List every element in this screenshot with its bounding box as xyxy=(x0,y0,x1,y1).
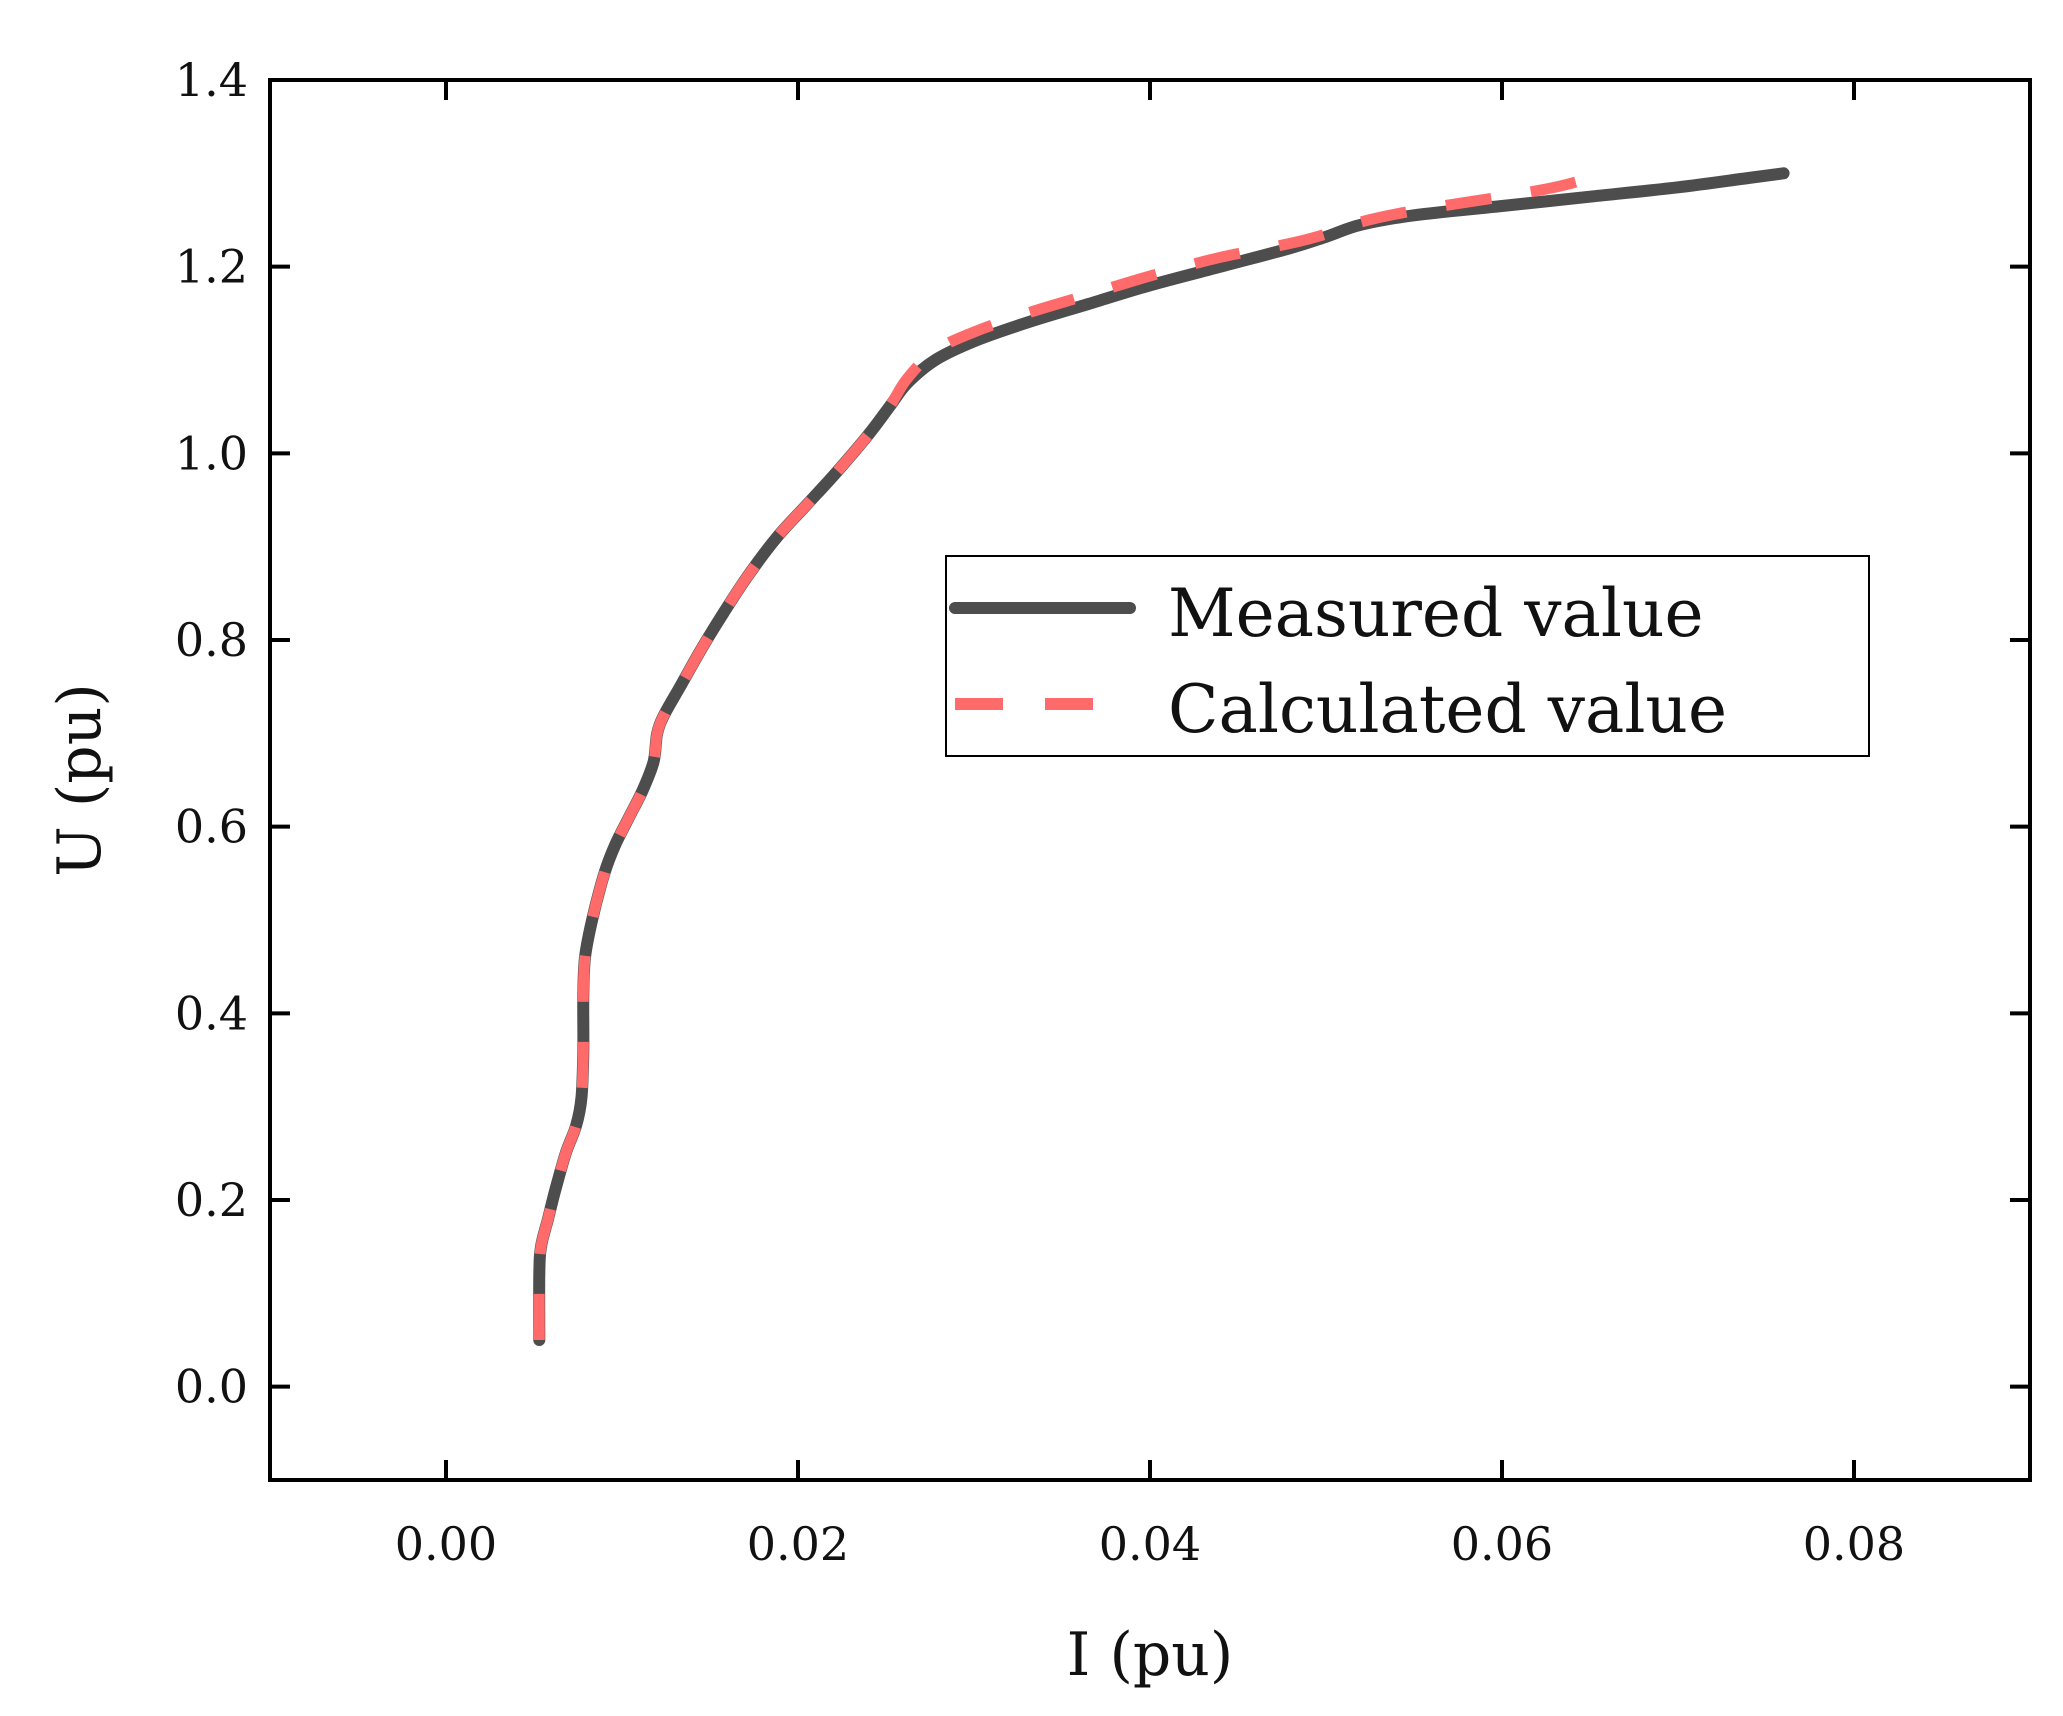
x-tick-label: 0.00 xyxy=(395,1517,497,1571)
x-tick-label: 0.08 xyxy=(1803,1517,1905,1571)
x-tick-label: 0.04 xyxy=(1099,1517,1201,1571)
x-tick-label: 0.06 xyxy=(1451,1517,1553,1571)
y-tick-label: 0.4 xyxy=(175,986,248,1040)
legend: Measured value Calculated value xyxy=(945,555,1870,757)
y-tick-label: 1.4 xyxy=(175,53,248,107)
series-layer xyxy=(533,167,1790,1346)
legend-box xyxy=(945,555,1870,757)
x-axis-ticks: 0.00 0.02 0.04 0.06 0.08 xyxy=(395,80,1905,1571)
series-calculated-line xyxy=(533,172,1592,1341)
x-axis-label: I (pu) xyxy=(1067,1620,1234,1690)
y-axis-ticks: 0.0 0.2 0.4 0.6 0.8 1.0 1.2 1.4 xyxy=(175,53,2030,1414)
y-tick-label: 0.6 xyxy=(175,800,248,854)
x-tick-label: 0.02 xyxy=(747,1517,849,1571)
y-tick-label: 1.0 xyxy=(175,426,248,480)
y-tick-label: 0.2 xyxy=(175,1173,248,1227)
y-axis-label: U (pu) xyxy=(45,683,115,877)
legend-label-measured: Measured value xyxy=(1168,575,1704,652)
y-tick-label: 1.2 xyxy=(175,240,248,294)
y-tick-label: 0.0 xyxy=(175,1360,248,1414)
y-tick-label: 0.8 xyxy=(175,613,248,667)
legend-label-calculated: Calculated value xyxy=(1168,671,1727,748)
